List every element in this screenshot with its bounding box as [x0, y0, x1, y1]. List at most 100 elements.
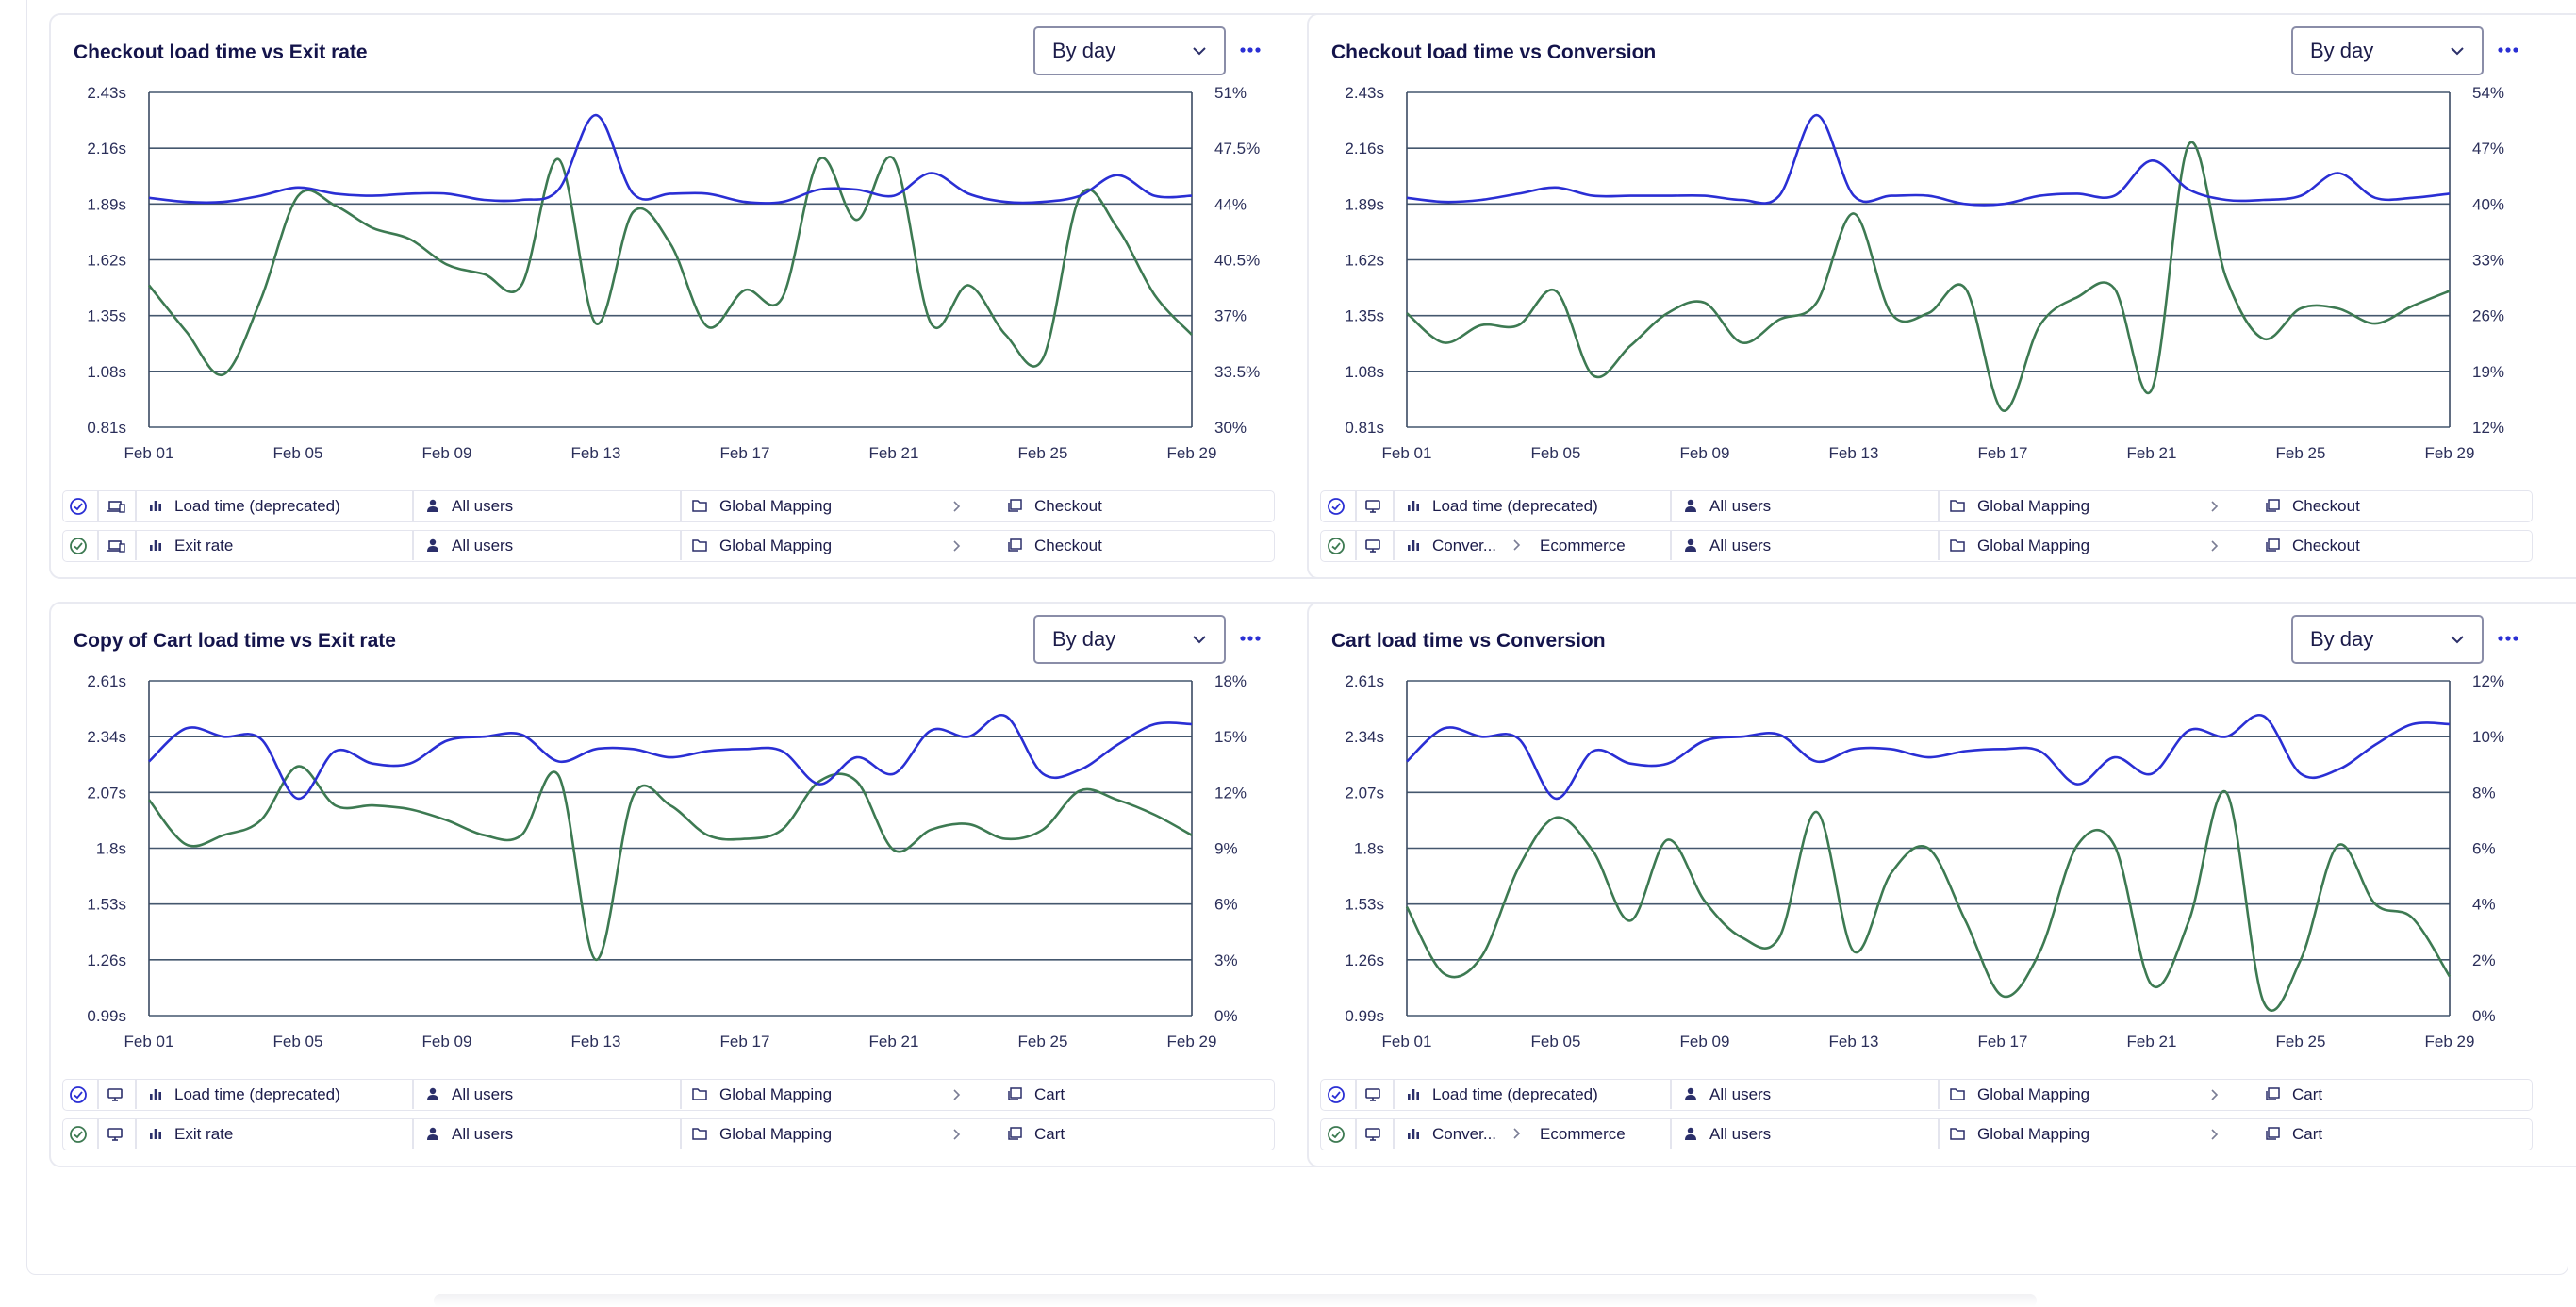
y-right-tick-label: 15% [1214, 728, 1247, 746]
y-left-tick-label: 2.34s [87, 728, 126, 746]
x-tick-label: Feb 25 [2276, 1033, 2326, 1047]
more-options-icon[interactable] [1235, 36, 1265, 64]
page-icon [2264, 538, 2281, 557]
segment-cell: All users [1683, 531, 1771, 560]
metric-legend-row[interactable]: Exit rate All users Global Mapping Cart [62, 1118, 1275, 1150]
series-status-icon [69, 1080, 88, 1109]
segment-label: All users [1709, 1084, 1772, 1103]
page-icon [1006, 498, 1023, 518]
user-icon [1683, 1086, 1698, 1106]
y-right-tick-label: 30% [1214, 419, 1247, 437]
divider [1393, 1119, 1395, 1149]
mapping-cell: Global Mapping [691, 1119, 832, 1149]
folder-icon [1949, 1086, 1966, 1106]
divider [1355, 531, 1357, 560]
y-left-tick-label: 2.07s [87, 784, 126, 802]
panel-title: Cart load time vs Conversion [1331, 630, 1606, 652]
y-right-tick-label: 40.5% [1214, 252, 1260, 270]
user-icon [425, 1086, 440, 1106]
divider [135, 491, 137, 521]
chevron-right-icon [2209, 531, 2221, 560]
series-line-secondary-metric [147, 765, 1193, 962]
metric-label: Load time (deprecated) [174, 496, 340, 515]
x-tick-label: Feb 09 [1680, 444, 1730, 458]
chart-panel: Checkout load time vs Conversion By day 0.… [1307, 13, 2576, 579]
segment-label: All users [452, 496, 514, 515]
x-tick-label: Feb 13 [1829, 444, 1879, 458]
more-options-icon[interactable] [1235, 624, 1265, 653]
mapping-cell: Global Mapping [1949, 491, 2089, 521]
y-left-tick-label: 1.35s [1345, 307, 1384, 325]
metric-legend-row[interactable]: Load time (deprecated) All users Global Ma… [1320, 490, 2533, 522]
metric-legend-row[interactable]: Load time (deprecated) All users Global Ma… [62, 490, 1275, 522]
chevron-right-icon [1511, 538, 1523, 556]
more-options-icon[interactable] [2493, 624, 2523, 653]
x-tick-label: Feb 05 [273, 444, 323, 458]
y-right-tick-label: 12% [1214, 784, 1247, 802]
metric-cell: Load time (deprecated) [148, 1080, 340, 1109]
page-label: Checkout [1034, 536, 1102, 554]
y-left-tick-label: 1.62s [1345, 252, 1384, 270]
y-left-tick-label: 1.26s [87, 951, 126, 969]
y-left-tick-label: 1.89s [1345, 195, 1384, 213]
metric-cell: Conver... Ecommerce [1406, 1119, 1626, 1149]
divider [680, 531, 682, 560]
y-right-tick-label: 2% [2472, 951, 2496, 969]
series-status-icon [1327, 1080, 1346, 1109]
divider [1393, 491, 1395, 521]
page-label: Cart [1034, 1084, 1065, 1103]
segment-label: All users [452, 1084, 514, 1103]
page-icon [2264, 498, 2281, 518]
metric-legend-row[interactable]: Conver... Ecommerce All users Global Mappin… [1320, 1118, 2533, 1150]
metric-legend-row[interactable]: Exit rate All users Global Mapping Checkout [62, 530, 1275, 562]
chevron-right-icon [2209, 1119, 2221, 1149]
mapping-label: Global Mapping [1977, 536, 2090, 554]
interval-dropdown[interactable]: By day [2291, 26, 2484, 75]
page-cell: Checkout [2264, 531, 2360, 560]
y-right-tick-label: 18% [1214, 672, 1247, 690]
x-tick-label: Feb 13 [571, 444, 621, 458]
folder-icon [691, 538, 708, 557]
metric-legend-row[interactable]: Load time (deprecated) All users Global Ma… [1320, 1079, 2533, 1111]
segment-cell: All users [425, 491, 513, 521]
x-tick-label: Feb 01 [1382, 444, 1432, 458]
interval-dropdown[interactable]: By day [2291, 615, 2484, 664]
multi-device-icon [107, 531, 125, 560]
user-icon [425, 1126, 440, 1146]
desktop-icon [1364, 1080, 1381, 1109]
divider [1355, 1119, 1357, 1149]
page-label: Checkout [2292, 496, 2360, 515]
divider [97, 1080, 99, 1109]
x-tick-label: Feb 25 [1018, 444, 1068, 458]
bar-chart-icon [1406, 498, 1421, 518]
x-tick-label: Feb 13 [571, 1033, 621, 1047]
series-status-icon [1327, 491, 1346, 521]
panel-title: Checkout load time vs Exit rate [74, 41, 368, 63]
divider [1670, 531, 1672, 560]
y-left-tick-label: 1.8s [1354, 840, 1384, 858]
x-tick-label: Feb 01 [124, 444, 174, 458]
user-icon [425, 538, 440, 557]
metric-cell: Exit rate [148, 531, 233, 560]
more-options-icon[interactable] [2493, 36, 2523, 64]
divider [1670, 491, 1672, 521]
y-left-tick-label: 2.16s [87, 140, 126, 157]
metric-cell: Load time (deprecated) [1406, 491, 1598, 521]
mapping-label: Global Mapping [1977, 1124, 2090, 1143]
metric-legend-row[interactable]: Load time (deprecated) All users Global Ma… [62, 1079, 1275, 1111]
x-tick-label: Feb 21 [2127, 1033, 2177, 1047]
metric-label: Load time (deprecated) [174, 1084, 340, 1103]
interval-dropdown[interactable]: By day [1033, 615, 1226, 664]
divider [135, 1080, 137, 1109]
mapping-label: Global Mapping [719, 1124, 833, 1143]
folder-icon [691, 1126, 708, 1146]
interval-dropdown[interactable]: By day [1033, 26, 1226, 75]
metric-legend-row[interactable]: Conver... Ecommerce All users Global Mappin… [1320, 530, 2533, 562]
user-icon [1683, 498, 1698, 518]
y-right-tick-label: 10% [2472, 728, 2504, 746]
divider [135, 1119, 137, 1149]
page-cell: Cart [1006, 1119, 1065, 1149]
desktop-icon [1364, 531, 1381, 560]
y-left-tick-label: 0.81s [1345, 419, 1384, 437]
y-right-tick-label: 3% [1214, 951, 1238, 969]
